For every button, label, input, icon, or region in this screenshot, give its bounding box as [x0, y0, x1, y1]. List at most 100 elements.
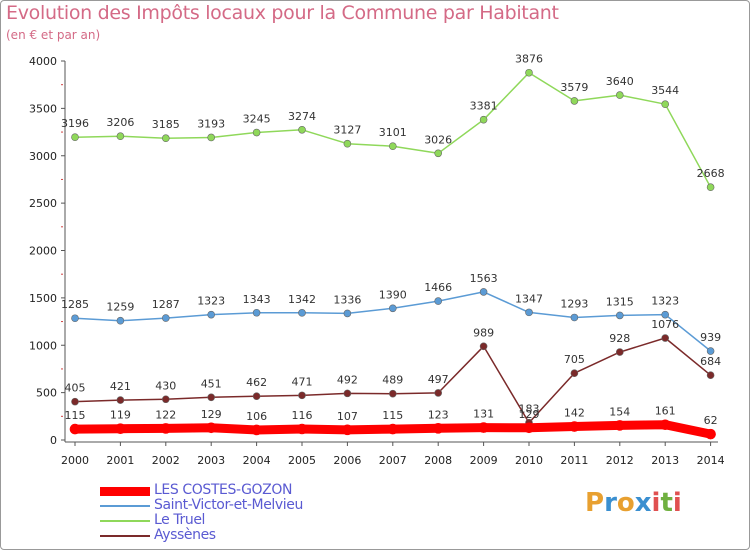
data-point: [343, 389, 352, 398]
data-label: 421: [110, 380, 131, 393]
data-label: 107: [337, 410, 358, 423]
data-point: [434, 389, 443, 397]
data-point: [434, 149, 443, 158]
data-label: 3127: [333, 124, 361, 137]
x-tick-label: 2011: [560, 454, 588, 467]
data-point: [388, 142, 397, 150]
data-point: [659, 419, 671, 431]
x-tick-label: 2004: [243, 454, 271, 467]
data-label: 2668: [697, 167, 725, 180]
data-point: [162, 395, 170, 404]
legend-swatch: [100, 505, 150, 507]
data-label: 939: [700, 331, 721, 344]
y-tick-label: 1000: [29, 339, 57, 352]
data-point: [116, 132, 125, 141]
data-label: 705: [564, 353, 585, 366]
chart-title: Evolution des Impôts locaux pour la Comm…: [6, 2, 559, 24]
y-tick-label: 3000: [29, 150, 57, 163]
data-label: 3274: [288, 110, 316, 123]
x-tick-label: 2008: [424, 454, 452, 467]
data-label: 3196: [61, 117, 89, 130]
data-label: 1343: [243, 293, 271, 306]
data-point: [207, 310, 215, 319]
data-label: 1315: [606, 295, 634, 308]
data-label: 183: [519, 403, 540, 416]
data-label: 3381: [470, 100, 498, 113]
legend-swatch: [100, 486, 150, 496]
y-tick-label: 500: [36, 387, 57, 400]
data-label: 3544: [651, 84, 679, 97]
data-label: 3026: [424, 133, 452, 146]
x-tick-label: 2012: [606, 454, 634, 467]
data-point: [479, 342, 488, 351]
data-label: 492: [337, 373, 358, 386]
data-point: [525, 68, 533, 77]
data-point: [615, 311, 624, 320]
data-label: 106: [246, 410, 267, 423]
data-label: 1347: [515, 292, 543, 305]
data-point: [478, 422, 489, 433]
data-point: [207, 393, 215, 402]
data-point: [162, 134, 170, 143]
legend-label: Ayssènes: [154, 527, 216, 543]
data-label: 1285: [61, 298, 89, 311]
logo-letter: x: [634, 488, 652, 518]
data-point: [706, 183, 715, 192]
x-tick-label: 2006: [333, 454, 361, 467]
legend-label: Saint-Victor-et-Melvieu: [154, 497, 303, 513]
x-tick-label: 2014: [697, 454, 725, 467]
legend-swatch: [100, 520, 150, 522]
data-label: 928: [609, 332, 630, 345]
chart-subtitle: (en € et par an): [6, 28, 101, 42]
data-label: 129: [519, 408, 540, 421]
x-tick-label: 2005: [288, 454, 316, 467]
y-tick-label: 1500: [29, 292, 57, 305]
data-point: [298, 309, 306, 317]
data-point: [615, 348, 624, 356]
data-label: 1563: [470, 272, 498, 285]
legend-label: Le Truel: [154, 512, 206, 528]
data-point: [205, 422, 217, 434]
data-label: 1336: [333, 293, 361, 306]
data-label: 1390: [379, 288, 407, 301]
data-label: 3206: [106, 116, 134, 129]
data-point: [252, 392, 261, 401]
data-point: [69, 423, 81, 435]
data-point: [160, 423, 172, 434]
data-point: [71, 314, 79, 323]
data-point: [706, 347, 715, 355]
data-label: 1342: [288, 293, 316, 306]
data-point: [207, 133, 215, 142]
data-label: 122: [155, 408, 176, 421]
data-point: [162, 314, 170, 322]
data-label: 1287: [152, 298, 180, 311]
data-label: 62: [704, 414, 718, 427]
data-point: [343, 309, 352, 318]
data-point: [298, 391, 306, 400]
data-label: 3185: [152, 118, 180, 131]
y-tick-label: 2500: [29, 197, 57, 210]
y-tick-label: 2000: [29, 245, 57, 258]
data-label: 489: [382, 374, 403, 387]
data-label: 1323: [197, 295, 225, 308]
data-point: [705, 428, 716, 440]
logo-letter: P: [585, 488, 605, 518]
data-point: [116, 316, 125, 325]
data-label: 1293: [560, 297, 588, 310]
x-tick-label: 2002: [152, 454, 180, 467]
data-point: [570, 369, 579, 378]
proxiti-logo: Proxiti: [585, 488, 682, 518]
data-point: [115, 423, 126, 435]
logo-letter: r: [604, 488, 617, 518]
data-label: 1323: [651, 295, 679, 308]
data-label: 3876: [515, 53, 543, 66]
data-label: 405: [65, 382, 86, 395]
x-tick-label: 2007: [379, 454, 407, 467]
data-point: [116, 396, 125, 404]
data-label: 123: [428, 408, 449, 421]
logo-letter: i: [651, 488, 661, 518]
data-point: [252, 128, 261, 137]
data-point: [479, 115, 488, 124]
